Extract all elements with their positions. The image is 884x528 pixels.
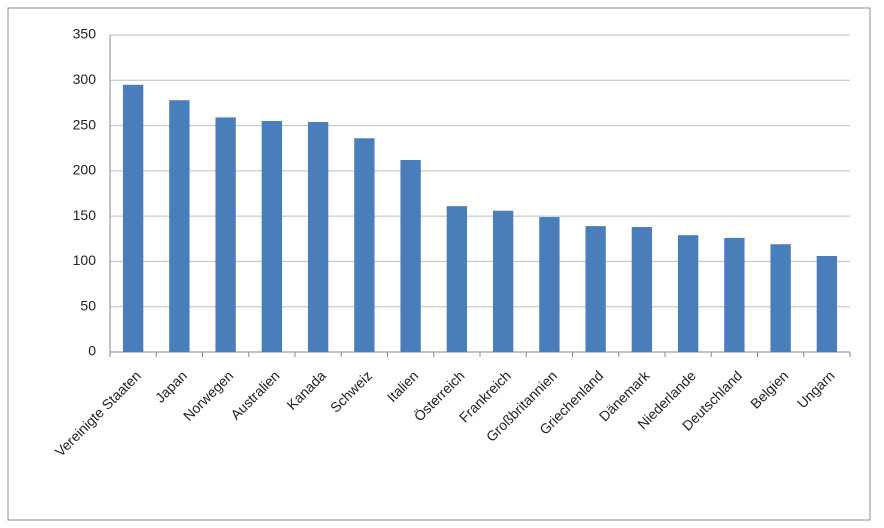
y-tick-label: 50 (80, 297, 96, 313)
bar (816, 255, 838, 352)
y-tick-label: 100 (73, 252, 97, 268)
bar (354, 138, 375, 352)
bar (261, 121, 283, 353)
bar (122, 84, 144, 353)
bar (677, 235, 699, 352)
y-tick-label: 200 (73, 162, 97, 178)
y-tick-label: 150 (73, 207, 97, 223)
bar (215, 117, 236, 352)
bar (631, 227, 653, 352)
y-tick-label: 350 (73, 26, 97, 42)
y-tick-label: 0 (88, 343, 96, 359)
bar (585, 226, 606, 352)
bar (400, 159, 421, 352)
bar (724, 237, 745, 352)
bar (307, 121, 329, 352)
bar (539, 217, 560, 352)
bar (446, 206, 468, 352)
bar (770, 244, 791, 352)
bar (492, 210, 514, 352)
bar (169, 100, 190, 352)
y-tick-label: 300 (73, 71, 97, 87)
y-tick-label: 250 (73, 116, 97, 132)
